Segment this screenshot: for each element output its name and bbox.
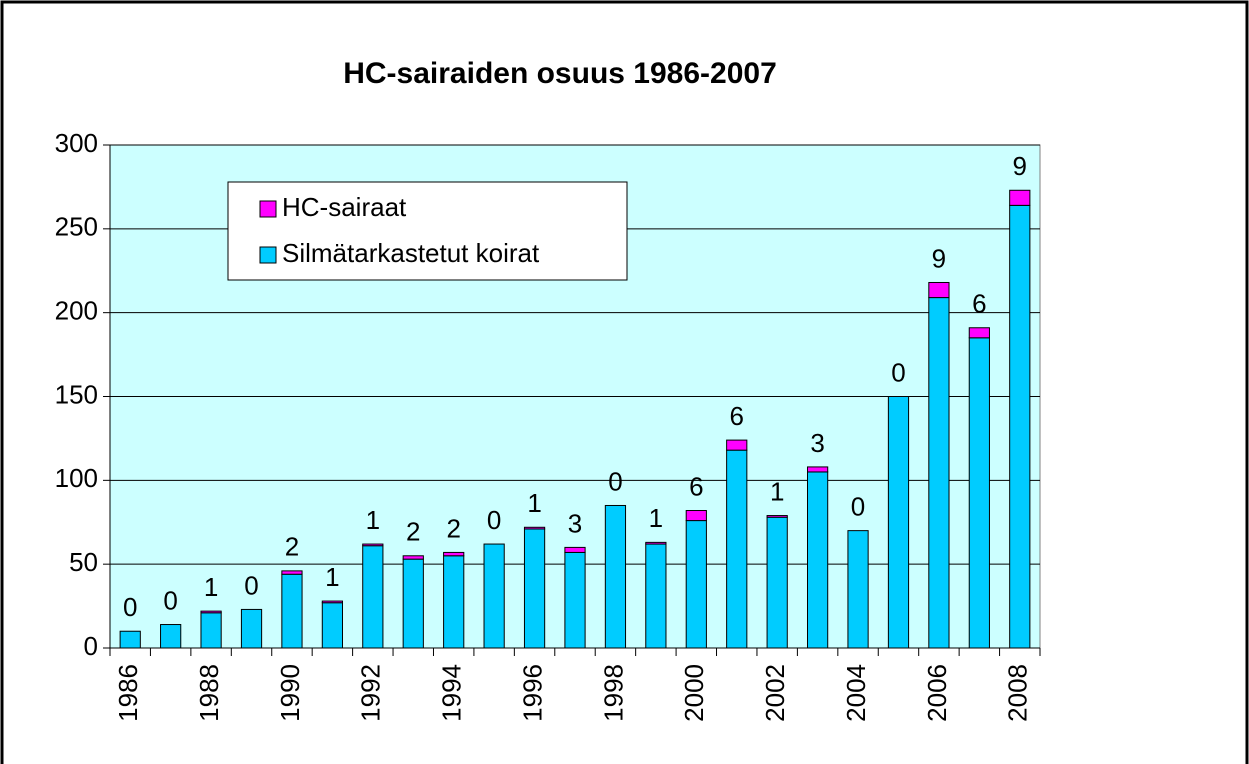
legend-box	[227, 181, 628, 281]
data-label: 1	[325, 562, 339, 592]
x-tick-label: 1988	[194, 664, 224, 722]
data-label: 1	[527, 488, 541, 518]
data-label: 0	[851, 492, 865, 522]
bar-segment	[928, 297, 950, 649]
x-tick-label: 1990	[275, 664, 305, 722]
legend-label: Silmätarkastetut koirat	[282, 238, 540, 268]
data-label: 0	[244, 570, 258, 600]
bar-segment	[564, 551, 586, 649]
bar-segment	[726, 449, 748, 649]
data-label: 9	[932, 243, 946, 273]
bar-segment	[523, 526, 546, 530]
x-tick-label: 1998	[598, 664, 628, 722]
data-label: 6	[730, 401, 744, 431]
y-tick-label: 0	[84, 631, 98, 661]
data-label: 1	[204, 572, 218, 602]
legend-swatch	[259, 246, 277, 264]
bar-segment	[443, 551, 465, 557]
bar-segment	[726, 439, 748, 451]
legend-swatch	[259, 200, 277, 218]
bar-segment	[645, 541, 667, 545]
bar-segment	[160, 624, 182, 649]
bar-segment	[362, 543, 384, 547]
x-tick-label: 2000	[679, 664, 709, 722]
bar-segment	[807, 466, 829, 473]
bar-segment	[523, 528, 546, 649]
data-label: 0	[123, 592, 137, 622]
y-tick-label: 300	[55, 128, 98, 158]
bar-segment	[645, 543, 667, 649]
data-label: 0	[487, 505, 501, 535]
bar-segment	[200, 610, 222, 614]
data-label: 6	[689, 471, 703, 501]
bar-segment	[928, 281, 950, 299]
data-label: 6	[972, 289, 986, 319]
y-tick-label: 250	[55, 212, 98, 242]
data-label: 3	[810, 428, 824, 458]
x-tick-label: 1996	[517, 664, 547, 722]
bar-segment	[240, 608, 263, 649]
x-tick-label: 2008	[1003, 664, 1033, 722]
bar-segment	[200, 612, 222, 649]
data-label: 0	[608, 466, 622, 496]
x-tick-label: 1994	[437, 664, 467, 722]
chart-title: HC-sairaiden osuus 1986-2007	[343, 57, 777, 90]
x-tick-label: 2002	[760, 664, 790, 722]
bar-segment	[766, 515, 788, 518]
data-label: 1	[770, 476, 784, 506]
bar-segment	[807, 471, 829, 649]
legend-label: HC-sairaat	[282, 192, 407, 222]
data-label: 1	[649, 503, 663, 533]
bar-segment	[483, 543, 505, 649]
x-tick-label: 1986	[113, 664, 143, 722]
bar-segment	[321, 602, 344, 649]
bar-segment	[604, 504, 627, 649]
bar-segment	[766, 516, 788, 649]
bar-segment	[281, 570, 303, 575]
bar-segment	[362, 545, 384, 649]
bar-segment	[402, 558, 424, 649]
bar-segment	[443, 555, 465, 649]
bar-segment	[402, 555, 424, 560]
x-tick-label: 1992	[356, 664, 386, 722]
bar-segment	[887, 396, 910, 649]
data-label: 1	[366, 505, 380, 535]
data-label: 0	[163, 585, 177, 615]
x-tick-label: 2006	[922, 664, 952, 722]
bar-segment	[281, 573, 303, 649]
data-label: 2	[406, 517, 420, 547]
bar-segment	[847, 530, 869, 649]
y-tick-label: 150	[55, 379, 98, 409]
data-label: 0	[891, 357, 905, 387]
bar-segment	[1009, 189, 1031, 206]
y-tick-label: 100	[55, 463, 98, 493]
bar-segment	[564, 546, 586, 553]
data-label: 9	[1013, 151, 1027, 181]
bar-segment	[685, 520, 707, 649]
bar-segment	[685, 510, 707, 522]
bar-segment	[968, 337, 990, 649]
data-label: 2	[285, 532, 299, 562]
bar-segment	[1009, 204, 1031, 649]
bar-segment	[968, 327, 990, 339]
bar-segment	[119, 630, 141, 649]
bar-segment	[321, 600, 344, 604]
data-label: 3	[568, 508, 582, 538]
data-label: 2	[446, 513, 460, 543]
y-tick-label: 50	[69, 547, 98, 577]
y-tick-label: 200	[55, 296, 98, 326]
x-tick-label: 2004	[841, 664, 871, 722]
